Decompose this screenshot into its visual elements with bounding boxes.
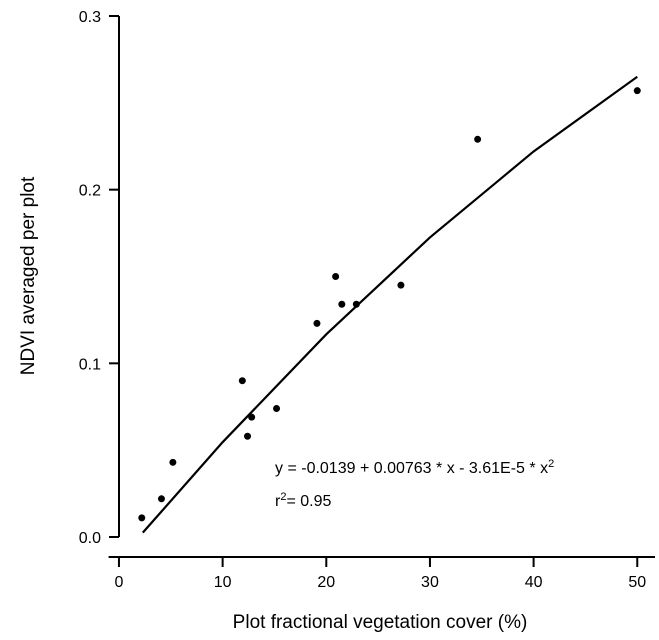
data-point <box>248 413 256 421</box>
superscript: 2 <box>548 458 554 470</box>
data-point <box>332 273 340 280</box>
annotation-text: = 0.95 <box>286 493 331 510</box>
data-point <box>352 300 360 308</box>
x-tick-label: 50 <box>628 574 646 591</box>
data-point <box>238 377 246 385</box>
annotation: y = -0.0139 + 0.00763 * x - 3.61E-5 * x2 <box>275 458 554 477</box>
y-tick-label: 0.2 <box>79 183 101 200</box>
x-tick-label: 30 <box>421 574 439 591</box>
y-axis-label: NDVI averaged per plot <box>18 176 39 375</box>
data-point <box>397 281 405 289</box>
fit-curve <box>141 75 638 534</box>
data-point <box>138 514 146 522</box>
data-point <box>633 87 641 95</box>
x-tick-label: 0 <box>115 574 124 591</box>
annotation-text: r <box>275 493 281 510</box>
x-axis-label: Plot fractional vegetation cover (%) <box>233 612 528 633</box>
data-point <box>169 458 177 466</box>
annotation-text: y = -0.0139 + 0.00763 * x - 3.61E-5 * x <box>275 460 548 477</box>
y-tick-label: 0.1 <box>79 356 101 373</box>
y-tick-label: 0.0 <box>79 530 101 547</box>
data-point <box>157 495 165 503</box>
x-tick-label: 10 <box>214 574 232 591</box>
annotation: r2= 0.95 <box>275 491 331 510</box>
y-tick-label: 0.3 <box>79 9 101 26</box>
data-point <box>313 319 321 327</box>
superscript: 2 <box>280 491 286 503</box>
data-point <box>273 404 281 412</box>
x-tick-label: 40 <box>525 574 543 591</box>
data-point <box>244 432 252 440</box>
data-point <box>338 300 346 308</box>
data-point <box>474 135 482 143</box>
x-tick-label: 20 <box>317 574 335 591</box>
